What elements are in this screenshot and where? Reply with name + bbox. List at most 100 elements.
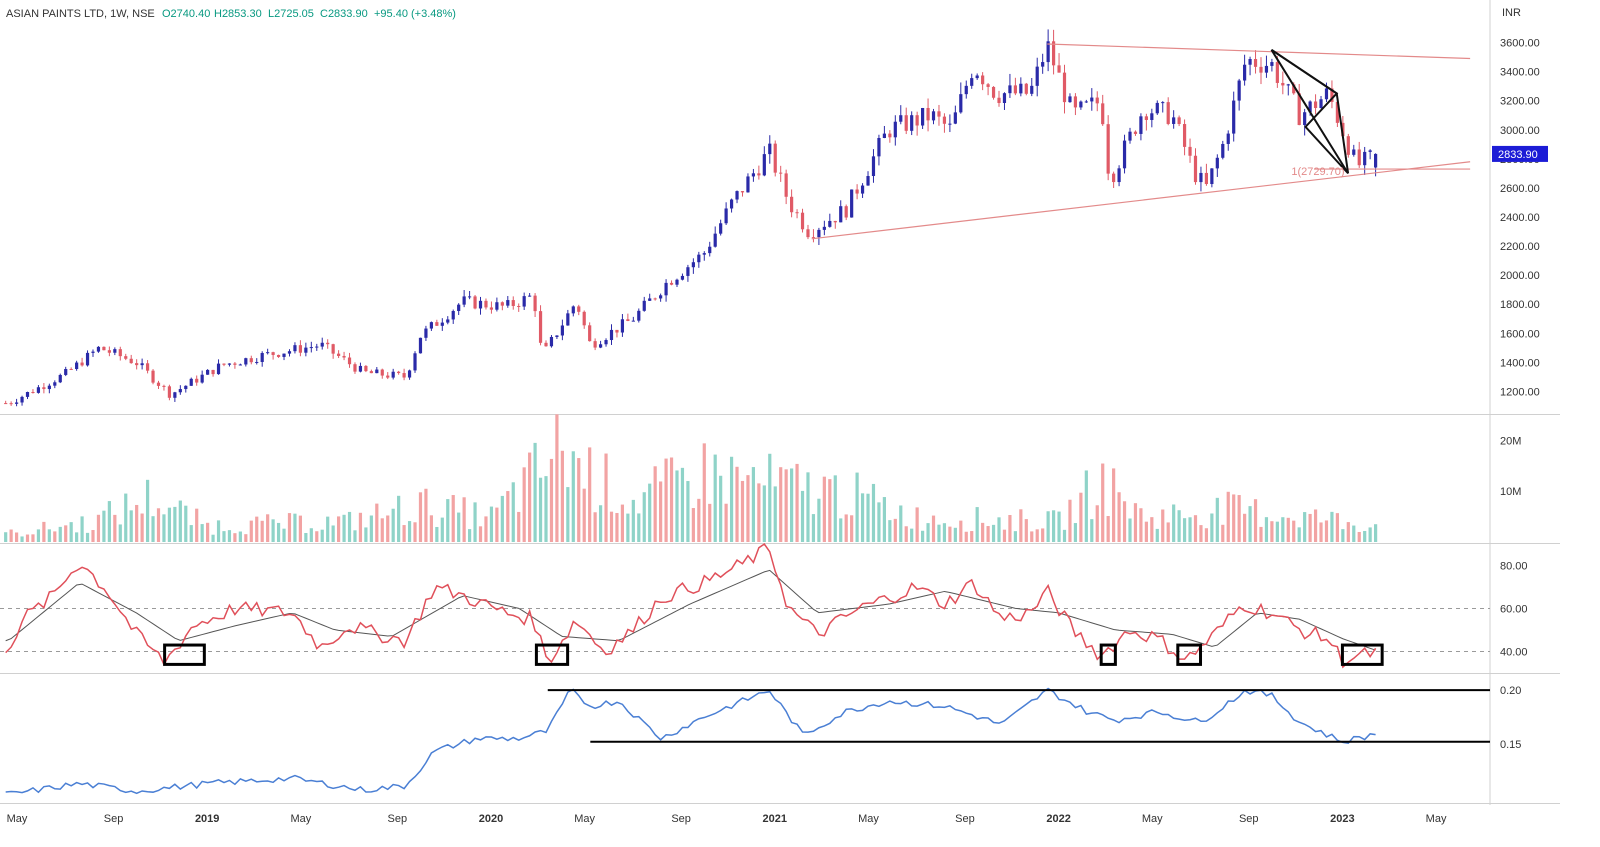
candle [9, 403, 13, 405]
candle [860, 185, 865, 194]
candle [1155, 102, 1159, 114]
candle [91, 351, 95, 353]
candle [178, 389, 182, 393]
volume-bar [380, 518, 384, 542]
volume-bar [1248, 506, 1252, 542]
volume-bar [1133, 503, 1138, 542]
volume-bar [20, 536, 24, 542]
candle [991, 86, 996, 98]
candle [249, 358, 253, 363]
volume-bar [768, 453, 772, 542]
volume-bar [1352, 525, 1356, 542]
candle [659, 295, 663, 299]
candle [1144, 116, 1148, 120]
candle [1292, 84, 1296, 94]
candle [588, 325, 592, 342]
candle [1008, 85, 1012, 94]
rsi-highlight-box [534, 643, 570, 666]
candle [309, 347, 313, 349]
candle [637, 310, 641, 321]
volume-bar [1155, 528, 1159, 542]
volume-bar [566, 487, 570, 542]
time-tick-label: May [574, 813, 595, 825]
candle [888, 133, 892, 138]
candle [1182, 124, 1187, 147]
volume-bar [582, 488, 586, 542]
candle [1308, 101, 1312, 113]
candle [719, 223, 723, 234]
volume-bar [795, 463, 799, 542]
volume-bar [287, 513, 292, 542]
candle [331, 344, 335, 354]
candle [511, 300, 515, 306]
candle [64, 369, 68, 375]
candle [1253, 59, 1258, 67]
volume-bar [113, 514, 117, 542]
volume-bar [457, 512, 461, 542]
rsi-line [5, 542, 1377, 669]
volume-bar [915, 507, 919, 542]
candle [271, 352, 275, 355]
volume-bar [817, 498, 821, 542]
candle [691, 262, 695, 268]
volume-bar [129, 510, 133, 542]
candle [833, 220, 837, 223]
volume-bar [675, 470, 679, 542]
candle [1270, 62, 1274, 66]
volume-bar [1024, 519, 1028, 542]
volume-bar [271, 519, 275, 542]
candle [997, 97, 1001, 103]
volume-bar [522, 467, 526, 542]
candle [1090, 97, 1094, 102]
candle [347, 357, 352, 365]
candle [1286, 84, 1290, 86]
time-tick-label: 2022 [1046, 813, 1070, 825]
volatility-pane[interactable]: 0.15 0.20 [5, 685, 1522, 795]
rsi-pane[interactable]: 40.00 60.00 80.00 [0, 542, 1528, 669]
time-tick-label: Sep [671, 813, 691, 825]
volume-bar [473, 502, 477, 542]
volume-bar [1226, 491, 1230, 542]
price-pane[interactable]: 1200.00 1400.00 1600.00 1800.00 2000.00 2200.… [4, 29, 1548, 407]
volume-bar [615, 512, 619, 542]
volume-bar [560, 450, 564, 542]
volume-bar [1182, 518, 1187, 542]
volume-bar [260, 520, 264, 542]
volume-bar [484, 516, 488, 542]
volume-bar [626, 513, 630, 542]
volume-bar [762, 485, 766, 542]
candle [446, 319, 450, 323]
candle [1172, 117, 1176, 124]
candle [664, 282, 668, 296]
volume-bar [1264, 517, 1269, 542]
candle [642, 300, 646, 311]
volume-bar [757, 483, 761, 542]
volume-bar [145, 479, 150, 542]
candle [266, 352, 270, 354]
ohlc-high: H2853.30 [214, 8, 262, 20]
volume-bar [1041, 528, 1045, 542]
candle [1161, 102, 1165, 104]
candle [877, 138, 881, 157]
volume-bar [555, 414, 559, 542]
candle [1002, 93, 1007, 103]
volume-bar [1281, 517, 1285, 542]
volume-bar [1243, 513, 1247, 542]
candle [58, 374, 62, 383]
candle [1232, 100, 1236, 134]
volume-bar [1363, 530, 1367, 542]
volume-bar [1166, 522, 1170, 542]
candle [522, 296, 526, 307]
currency-label: INR [1502, 7, 1521, 19]
volume-pane[interactable]: 10M 20M [4, 414, 1521, 542]
price-tick-label: 2400.00 [1500, 212, 1540, 224]
volume-bar [446, 499, 450, 542]
candle [4, 403, 8, 405]
volume-bar [904, 526, 908, 542]
candle [418, 337, 423, 354]
candle [669, 282, 674, 285]
volume-bar [1303, 512, 1307, 542]
volume-bar [571, 451, 575, 542]
volume-bar [266, 514, 270, 542]
